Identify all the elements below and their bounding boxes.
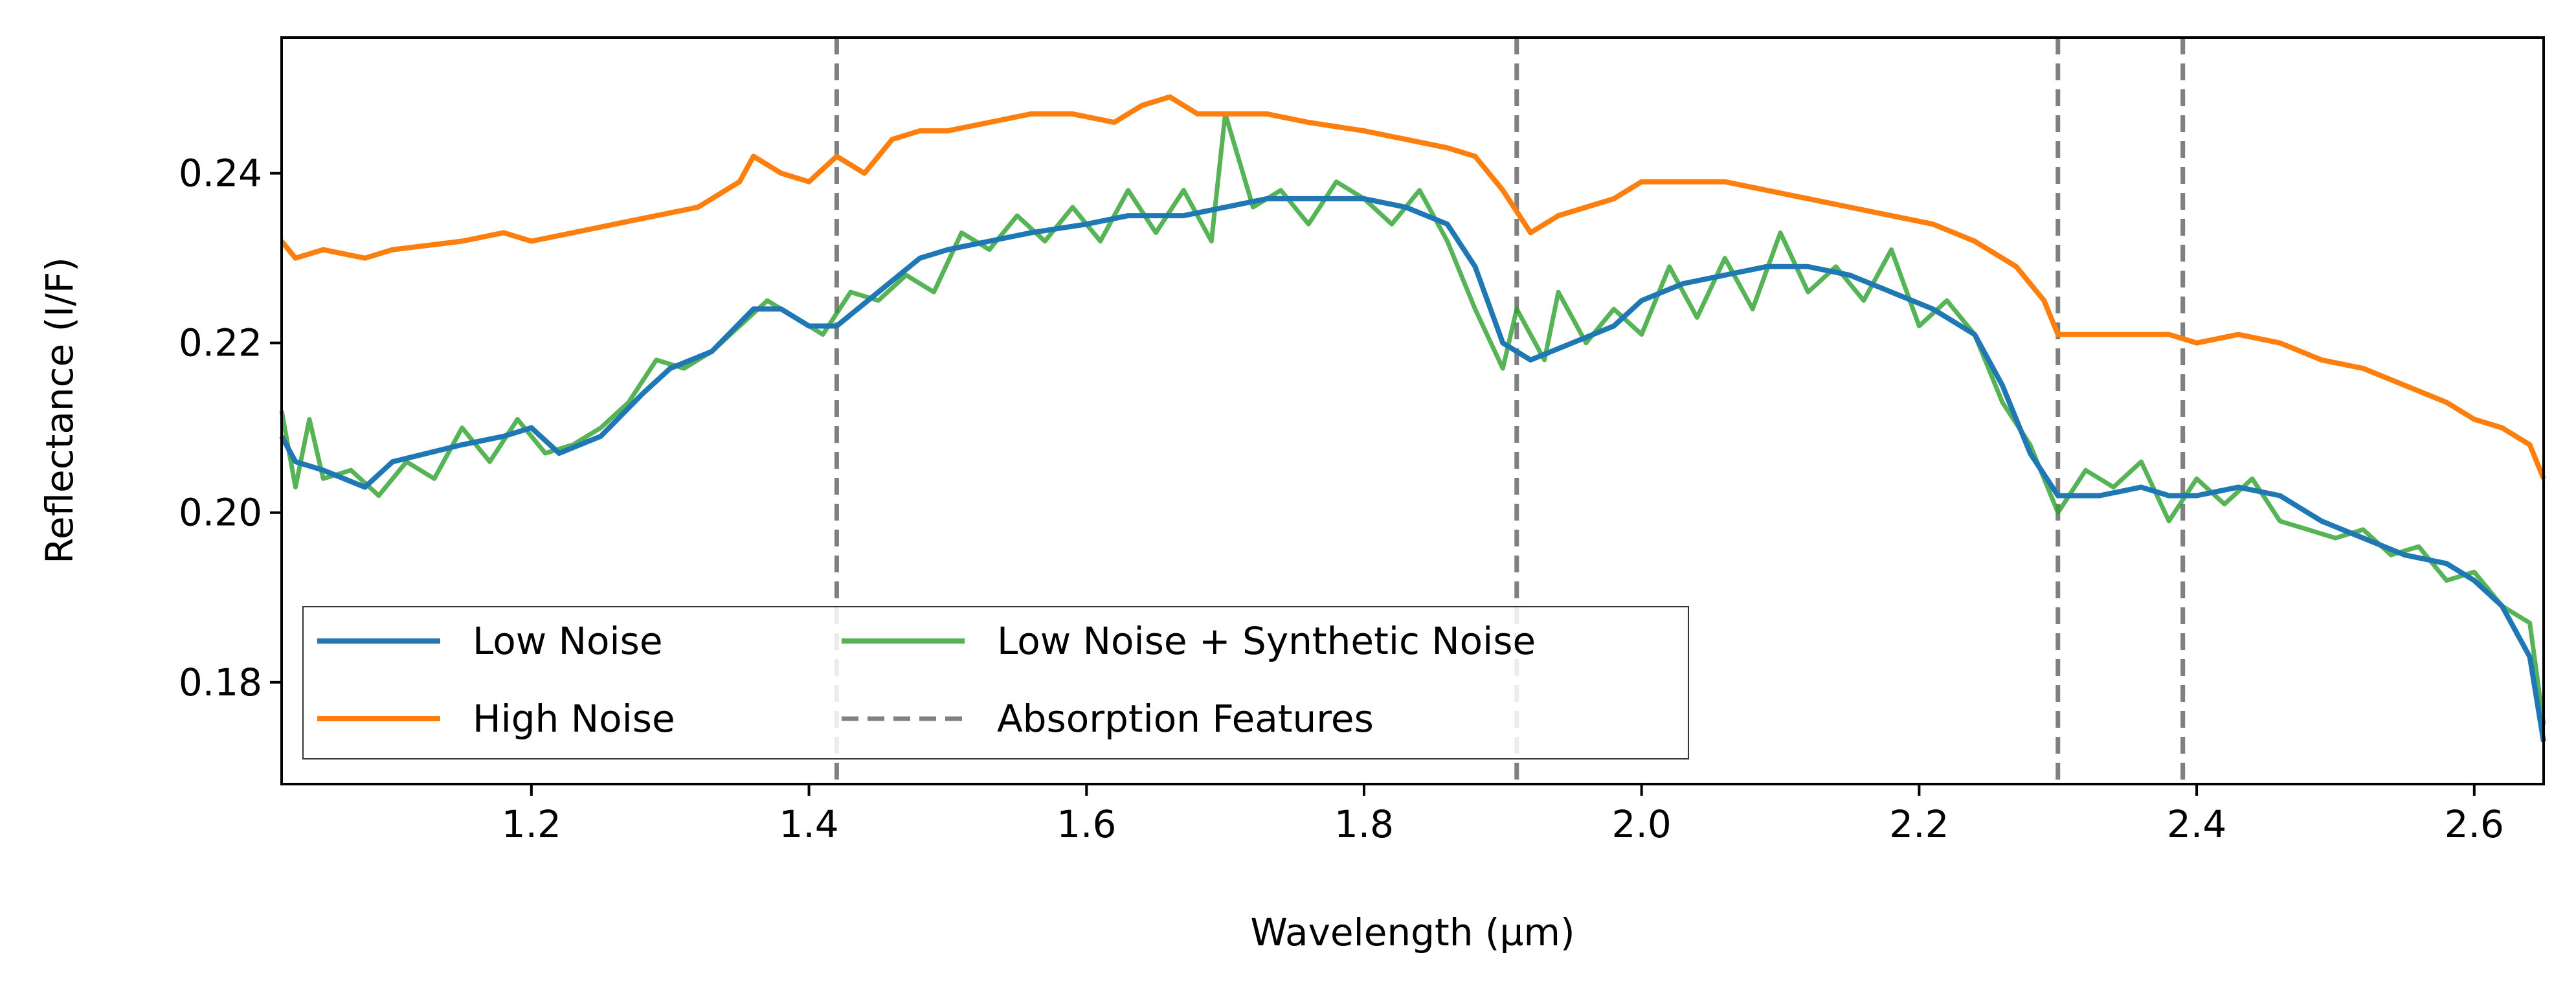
- y-axis-label: Reflectance (I/F): [38, 257, 82, 564]
- y-tick-label: 0.20: [179, 491, 262, 535]
- y-tick-label: 0.22: [179, 321, 262, 365]
- legend: Low Noise High Noise Low Noise + Synthet…: [302, 606, 1689, 759]
- x-tick-label: 2.2: [1889, 802, 1949, 846]
- y-axis-ticks: 0.18 0.20 0.22 0.24: [179, 152, 282, 704]
- x-axis-label: Wavelength (µm): [1250, 910, 1574, 954]
- x-tick-label: 1.6: [1057, 802, 1116, 846]
- x-axis-ticks: 1.2 1.4 1.6 1.8 2.0 2.2 2.4 2.6: [502, 784, 2504, 846]
- legend-box: [302, 606, 1689, 759]
- legend-label-low-noise: Low Noise: [473, 619, 663, 663]
- x-tick-label: 1.8: [1334, 802, 1394, 846]
- x-tick-label: 1.4: [779, 802, 838, 846]
- y-tick-label: 0.18: [179, 660, 262, 704]
- series-line-low-noise: [279, 196, 2546, 743]
- x-tick-label: 2.4: [2167, 802, 2226, 846]
- x-tick-label: 1.2: [502, 802, 561, 846]
- series-line-high-noise: [279, 94, 2546, 480]
- x-tick-label: 2.0: [1612, 802, 1672, 846]
- x-tick-label: 2.6: [2445, 802, 2504, 846]
- legend-label-synthetic-noise: Low Noise + Synthetic Noise: [997, 619, 1536, 663]
- legend-label-absorption: Absorption Features: [997, 697, 1374, 741]
- plot-frame: [280, 36, 2545, 785]
- legend-label-high-noise: High Noise: [473, 697, 675, 741]
- series-lines: [279, 94, 2546, 743]
- y-tick-label: 0.24: [179, 152, 262, 196]
